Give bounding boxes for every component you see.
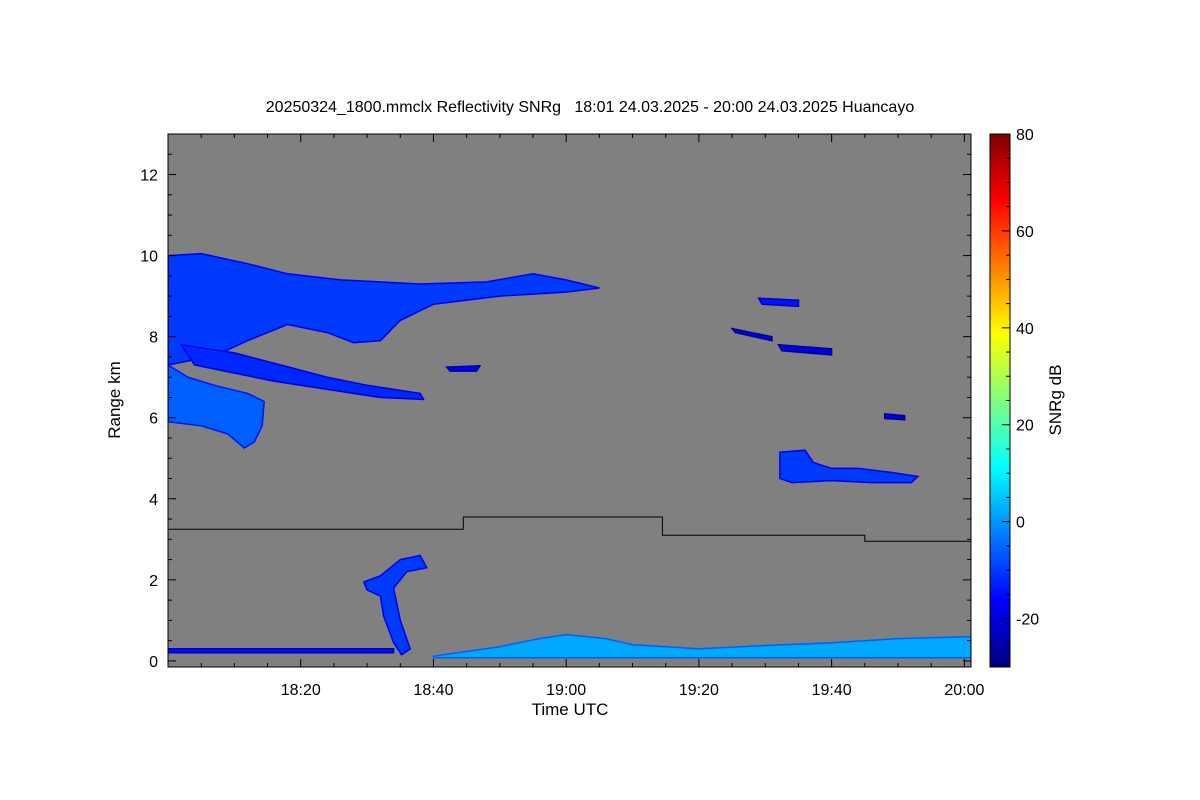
x-tick-label: 19:00 [546,682,586,699]
y-tick-label: 2 [149,573,158,590]
y-tick-label: 6 [149,411,158,428]
echo-thin-layer-1 [730,327,773,342]
echo-surface-clutter [432,633,971,659]
plot-frame [167,133,972,668]
boundary-line [168,516,971,542]
echo-low-clutter-line [168,648,395,654]
x-tick-label: 20:00 [944,682,984,699]
echo-small-echo-1 [445,364,482,372]
x-axis: 18:20 18:40 19:00 19:20 19:40 20:00 [167,134,984,699]
y-axis-label: Range km [105,361,124,438]
colorbar-tick-label: 0 [1016,515,1025,532]
y-tick-label: 10 [140,249,158,266]
y-axis: 0 2 4 6 8 10 12 [140,133,971,671]
x-tick-label: 18:20 [281,682,321,699]
colorbar: -20 0 20 40 60 80 [989,127,1039,668]
x-tick-label: 18:40 [413,682,453,699]
echo-upper-cloud-deck [168,252,600,366]
colorbar-tick-label: -20 [1016,612,1039,629]
echo-mid-cloud-streamer [179,343,425,401]
colorbar-tick-label: 80 [1016,127,1034,144]
plot-background [168,134,971,667]
echo-fallstreak [362,554,428,656]
y-tick-label: 0 [149,654,158,671]
y-tick-label: 4 [149,492,158,509]
colorbar-label: SNRg dB [1046,365,1065,436]
y-tick-label: 8 [149,330,158,347]
colorbar-ticks: -20 0 20 40 60 80 [1002,127,1039,668]
colorbar-tick-label: 40 [1016,321,1034,338]
echo-mid-cloud-right [779,449,920,484]
x-axis-label: Time UTC [532,700,609,719]
chart-title: 20250324_1800.mmclx Reflectivity SNRg 18… [265,99,915,116]
echo-small-echo-3 [883,412,906,421]
colorbar-tick-label: 20 [1016,418,1034,435]
echo-regions [168,252,971,659]
colorbar-tick-label: 60 [1016,224,1034,241]
x-tick-label: 19:20 [679,682,719,699]
plot-area [167,133,972,668]
echo-thin-layer-2 [777,343,833,356]
y-tick-label: 12 [140,168,158,185]
echo-lower-cloud-patch [168,364,265,450]
x-tick-label: 19:40 [812,682,852,699]
echo-small-echo-2 [757,297,800,308]
